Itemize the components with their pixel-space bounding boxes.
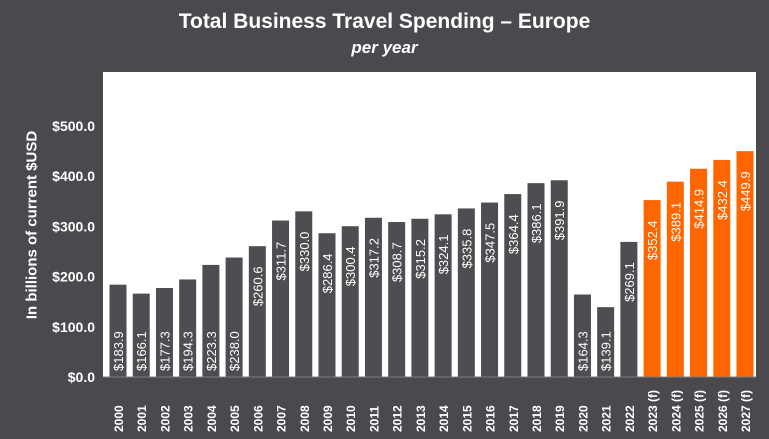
data-label: $177.3 (157, 331, 172, 371)
bar (411, 218, 429, 377)
y-tick-label: $300.0 (52, 218, 95, 234)
bar (109, 284, 127, 377)
bar (597, 307, 615, 377)
data-label: $269.1 (622, 262, 637, 302)
data-label: $364.4 (506, 214, 521, 254)
data-label: $389.1 (668, 202, 683, 242)
x-tick-label: 2026 (f) (716, 390, 730, 432)
chart-subtitle: per year (351, 38, 418, 57)
x-tick-label: 2025 (f) (693, 390, 707, 432)
bar (318, 233, 336, 377)
x-tick-label: 2007 (275, 405, 289, 432)
x-tick-label: 2021 (600, 405, 614, 432)
y-tick-label: $200.0 (52, 269, 95, 285)
x-tick-label: 2018 (530, 405, 544, 432)
forecast-bar (643, 200, 661, 377)
bar (434, 214, 452, 377)
bar (225, 257, 243, 377)
data-label: $308.7 (390, 242, 405, 282)
x-tick-label: 2002 (158, 405, 172, 432)
forecast-bar (736, 151, 754, 377)
bar (620, 241, 638, 377)
bar (550, 180, 568, 377)
data-label: $315.2 (413, 239, 428, 279)
data-label: $386.1 (529, 203, 544, 243)
data-label: $347.5 (483, 223, 498, 263)
data-label: $139.1 (599, 331, 614, 371)
data-label: $260.6 (250, 266, 265, 306)
forecast-bar (690, 168, 708, 377)
bar (179, 279, 197, 377)
bar (202, 264, 220, 377)
data-label: $432.4 (715, 180, 730, 220)
data-label: $238.0 (227, 331, 242, 371)
x-tick-label: 2011 (367, 406, 381, 432)
data-label: $449.9 (738, 171, 753, 211)
forecast-bar (713, 159, 731, 377)
x-tick-label: 2022 (623, 405, 637, 432)
y-tick-label: $400.0 (52, 168, 95, 184)
x-tick-label: 2013 (414, 405, 428, 432)
y-tick-label: $100.0 (52, 319, 95, 335)
x-tick-label: 2003 (182, 405, 196, 432)
x-tick-label: 2010 (344, 405, 358, 432)
x-tick-label: 2012 (391, 405, 405, 432)
data-label: $311.7 (274, 242, 289, 281)
bar (388, 222, 406, 377)
x-tick-label: 2014 (437, 405, 451, 432)
bar (364, 217, 382, 377)
data-label: $194.3 (181, 331, 196, 371)
data-label: $391.9 (552, 201, 567, 241)
data-label: $317.2 (366, 238, 381, 278)
data-label: $335.8 (459, 229, 474, 269)
bar (248, 246, 266, 377)
bar (573, 294, 591, 377)
x-tick-label: 2006 (251, 405, 265, 432)
bar (504, 194, 522, 377)
data-label: $164.3 (575, 331, 590, 371)
bar (457, 208, 475, 377)
x-tick-label: 2017 (507, 405, 521, 432)
x-tick-label: 2005 (228, 405, 242, 432)
x-tick-label: 2008 (298, 405, 312, 432)
x-tick-label: 2023 (f) (646, 390, 660, 432)
x-tick-label: 2015 (460, 405, 474, 432)
x-tick-label: 2000 (112, 405, 126, 432)
x-tick-label: 2019 (553, 405, 567, 432)
x-tick-label: 2016 (484, 405, 498, 432)
data-label: $166.1 (134, 331, 149, 371)
data-label: $330.0 (297, 232, 312, 272)
x-tick-label: 2024 (f) (669, 390, 683, 432)
x-tick-label: 2020 (576, 405, 590, 432)
data-label: $300.4 (343, 246, 358, 286)
data-label: $223.3 (204, 331, 219, 371)
x-tick-label: 2004 (205, 405, 219, 432)
data-label: $324.1 (436, 235, 451, 275)
y-tick-label: $500.0 (52, 118, 95, 134)
bar (527, 183, 545, 377)
bar (341, 226, 359, 377)
bar (295, 211, 313, 377)
x-tick-label: 2001 (135, 405, 149, 432)
data-label: $352.4 (645, 220, 660, 260)
data-label: $286.4 (320, 253, 335, 293)
bar (481, 202, 499, 377)
bar (272, 220, 290, 377)
x-tick-label: 2009 (321, 405, 335, 432)
bar (155, 287, 173, 377)
data-label: $183.9 (111, 331, 126, 371)
x-tick-label: 2027 (f) (739, 390, 753, 432)
bar (132, 293, 150, 377)
data-label: $414.9 (692, 189, 707, 229)
forecast-bar (666, 181, 684, 377)
y-tick-label: $0.0 (68, 369, 95, 385)
chart-title: Total Business Travel Spending – Europe (178, 10, 591, 33)
